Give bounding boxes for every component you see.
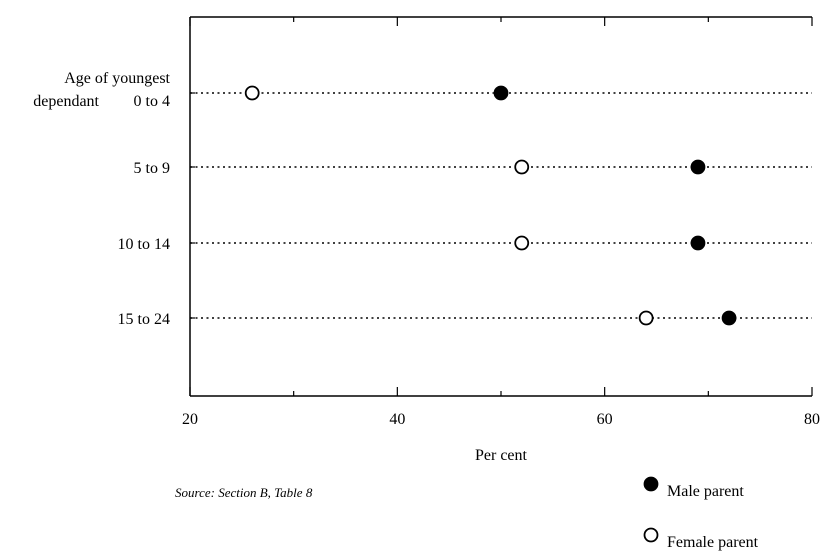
female-parent-point-0 (244, 85, 260, 101)
source-note: Source: Section B, Table 8 (175, 485, 313, 500)
category-label-2: 10 to 14 (118, 236, 170, 253)
male-parent-point-2 (690, 235, 706, 251)
category-heading-line-2: dependant (33, 93, 99, 110)
x-tick-label-40: 40 (389, 411, 405, 428)
category-rows (190, 92, 812, 319)
x-axis-label: Per cent (475, 447, 528, 464)
female-parent-legend-marker (643, 527, 659, 543)
male-parent-point-3 (721, 310, 737, 326)
data-markers (244, 85, 737, 326)
female-parent-point-2 (514, 235, 530, 251)
top-axis-ticks (189, 17, 813, 26)
female-parent-legend-label: Female parent (667, 534, 759, 551)
x-tick-label-60: 60 (597, 411, 613, 428)
category-heading-line-1: Age of youngest (64, 70, 170, 87)
male-parent-point-0 (493, 85, 509, 101)
female-parent-point-3 (638, 310, 654, 326)
male-parent-legend-label: Male parent (667, 483, 744, 500)
x-tick-label-80: 80 (804, 411, 820, 428)
category-label-0: 0 to 4 (134, 93, 170, 110)
legend: Male parent Female parent (643, 476, 759, 551)
x-tick-label-20: 20 (182, 411, 198, 428)
plot-frame (189, 16, 812, 397)
category-label-3: 15 to 24 (118, 311, 170, 328)
y-axis-labels: Age of youngest dependant 0 to 4 5 to 9 10 t… (33, 70, 170, 328)
category-label-1: 5 to 9 (134, 160, 170, 177)
male-parent-legend-marker (643, 476, 659, 492)
female-parent-point-1 (514, 159, 530, 175)
x-axis: 20 40 60 80 (182, 387, 820, 428)
male-parent-point-1 (690, 159, 706, 175)
